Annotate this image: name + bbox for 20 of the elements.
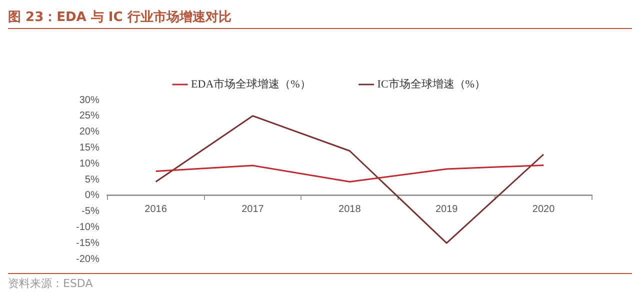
chart-title: 图 23：EDA 与 IC 行业市场增速对比 <box>8 8 632 29</box>
y-tick-label: 10% <box>79 158 100 170</box>
y-tick-label: 5% <box>84 174 100 186</box>
x-tick-label: 2017 <box>242 204 264 216</box>
y-tick-label: 30% <box>79 94 100 106</box>
y-tick-label: -10% <box>76 222 100 233</box>
legend-label: IC市场全球增速（%） <box>377 77 486 90</box>
y-tick-label: 0% <box>84 190 100 202</box>
y-tick-label: 20% <box>79 126 100 138</box>
x-tick-label: 2018 <box>338 204 362 216</box>
text: 资料来源：ESDA <box>8 277 93 290</box>
x-tick-label: 2020 <box>532 204 556 216</box>
x-tick-label: 2016 <box>144 204 168 216</box>
y-tick-label: 15% <box>79 142 100 154</box>
y-tick-label: -20% <box>76 254 100 265</box>
y-tick-label: 25% <box>79 110 100 122</box>
y-tick-label: -15% <box>76 238 100 249</box>
y-tick-label: -5% <box>82 206 100 218</box>
x-tick-label: 2019 <box>435 204 458 216</box>
legend-label: EDA市场全球增速（%） <box>191 77 311 90</box>
